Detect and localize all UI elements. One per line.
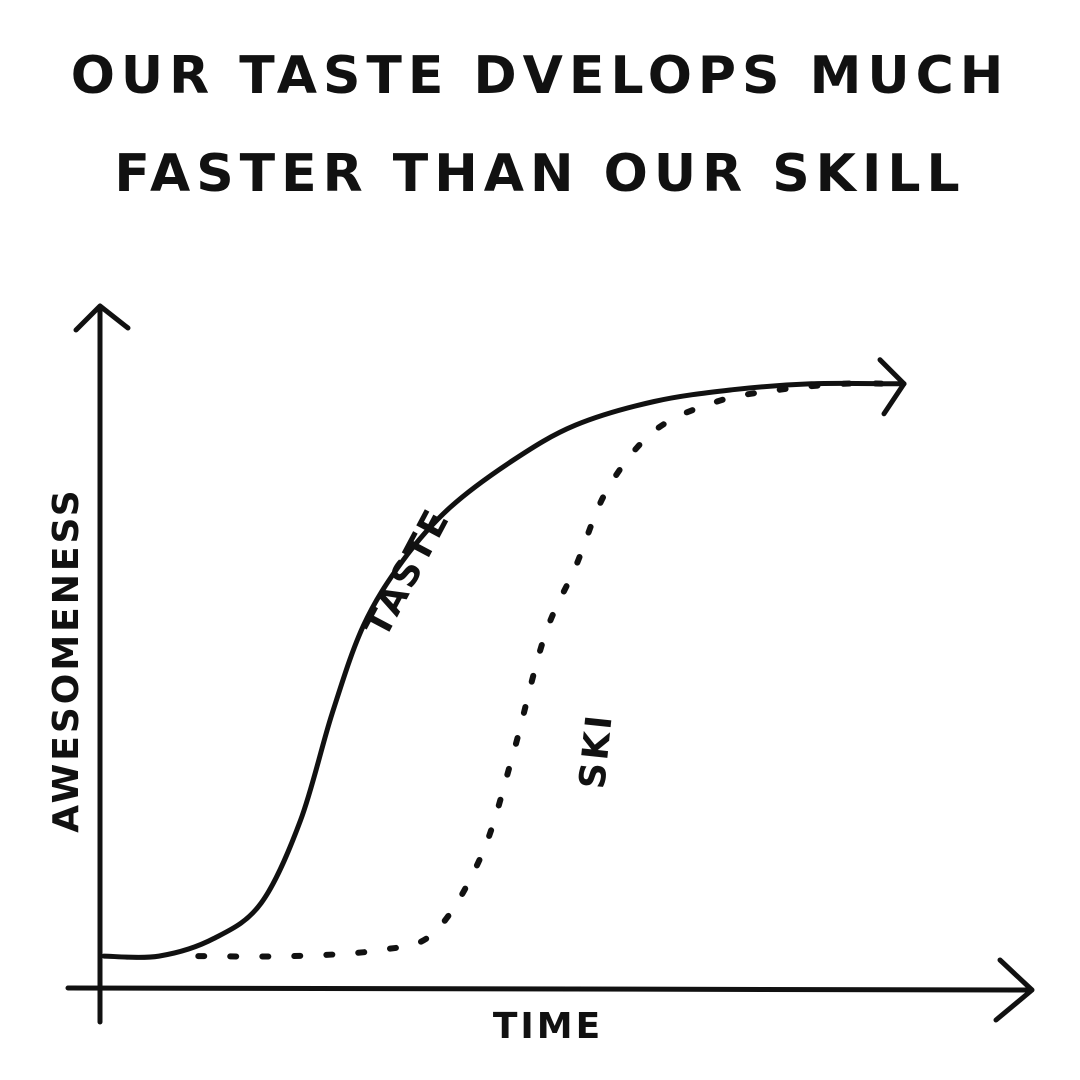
chart-title-line-1: OUR TASTE DVELOPS MUCH <box>70 46 1010 106</box>
series-label-ski: SKI <box>572 711 621 791</box>
series-line-taste <box>101 380 907 960</box>
y-axis-arrow-icon <box>73 303 131 333</box>
chart-title-line-2: FASTER THAN OUR SKILL <box>114 144 966 204</box>
series-label-taste: TASTE <box>357 501 459 644</box>
x-axis-label: TIME <box>493 1006 603 1047</box>
x-axis <box>65 985 1033 993</box>
taste-curve-arrow-icon <box>877 357 907 417</box>
y-axis-label: AWESOMENESS <box>46 487 87 832</box>
x-axis-arrow-icon <box>993 957 1035 1023</box>
series-line-ski <box>195 380 893 960</box>
